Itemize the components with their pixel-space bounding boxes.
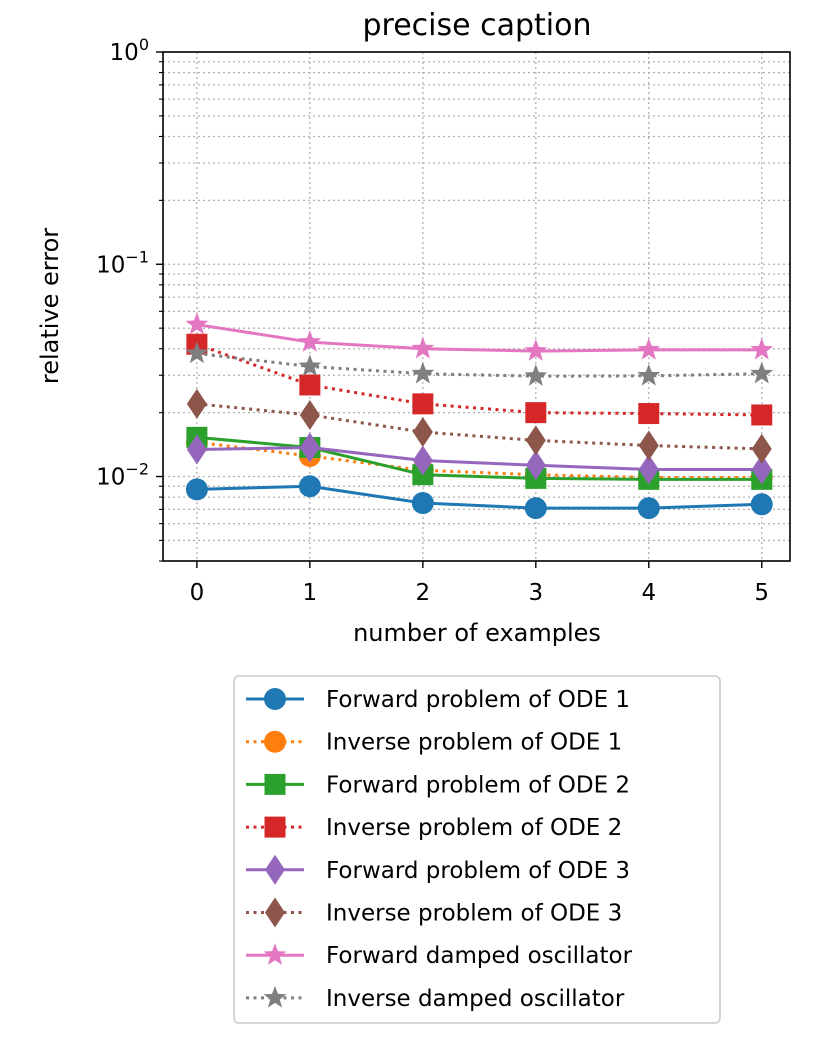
- series-6: [186, 388, 772, 464]
- data-point: [638, 454, 659, 485]
- series-7: [185, 312, 774, 361]
- legend-marker: [263, 985, 287, 1008]
- plot-frame: [162, 51, 791, 562]
- data-point: [525, 425, 546, 456]
- x-tick-label: 2: [416, 580, 431, 606]
- legend-label: Forward problem of ODE 3: [326, 858, 630, 884]
- data-point: [524, 364, 548, 386]
- x-tick-label: 5: [754, 580, 769, 606]
- data-point: [637, 363, 661, 386]
- data-point: [411, 492, 434, 515]
- legend-label: Forward damped oscillator: [326, 943, 633, 969]
- x-tick-label: 3: [528, 580, 543, 606]
- series-line: [196, 402, 762, 451]
- data-point: [750, 361, 774, 384]
- series-line: [196, 323, 762, 353]
- series-1: [185, 475, 773, 520]
- data-point: [525, 402, 547, 424]
- legend-item: Inverse problem of ODE 3: [246, 897, 622, 928]
- data-point: [411, 336, 435, 359]
- data-point: [299, 432, 320, 463]
- data-point: [524, 497, 547, 520]
- grid: [163, 51, 790, 562]
- data-point: [186, 388, 207, 419]
- series-line: [196, 440, 762, 479]
- axes: 0 1 2 3 4 5 100 10−1 10−2: [96, 35, 769, 606]
- series-line: [196, 446, 762, 471]
- data-point: [751, 433, 772, 464]
- legend-item: Forward damped oscillator: [246, 943, 633, 969]
- x-axis-label: number of examples: [353, 619, 601, 647]
- legend-marker: [264, 773, 286, 795]
- series-5: [186, 432, 772, 485]
- legend-marker: [265, 897, 285, 928]
- legend-marker: [263, 943, 287, 965]
- legend-label: Inverse problem of ODE 3: [326, 901, 622, 927]
- data-point: [411, 361, 435, 384]
- chart-title: precise caption: [362, 8, 591, 43]
- data-point: [299, 374, 321, 396]
- series-8: [185, 341, 774, 386]
- legend-item: Forward problem of ODE 2: [246, 772, 630, 798]
- series-4: [186, 333, 773, 426]
- legend-item: Inverse problem of ODE 1: [246, 730, 622, 756]
- data-point: [185, 312, 209, 335]
- legend-item: Forward problem of ODE 3: [246, 854, 630, 885]
- series-line: [196, 484, 762, 510]
- legend-marker: [264, 688, 286, 710]
- legend: Forward problem of ODE 1 Inverse problem …: [233, 675, 721, 1024]
- data-point: [751, 404, 773, 426]
- data-point: [412, 417, 433, 448]
- legend-marker: [265, 854, 285, 885]
- data-point: [638, 430, 659, 461]
- y-tick-label: 100: [110, 35, 149, 66]
- legend-label: Inverse problem of ODE 1: [326, 730, 622, 756]
- legend-item: Forward problem of ODE 1: [246, 687, 630, 713]
- legend-label: Forward problem of ODE 2: [326, 772, 630, 798]
- data-point: [750, 337, 774, 360]
- y-tick-label: 10−1: [96, 247, 149, 278]
- data-point: [412, 445, 433, 476]
- data-point: [637, 337, 661, 360]
- legend-label: Inverse problem of ODE 2: [326, 815, 622, 841]
- data-point: [412, 393, 434, 415]
- data-point: [298, 475, 321, 498]
- data-point: [525, 450, 546, 481]
- x-tick-label: 4: [641, 580, 656, 606]
- data-point: [750, 493, 773, 516]
- legend-marker: [264, 730, 286, 753]
- legend-label: Inverse damped oscillator: [326, 986, 625, 1012]
- series-line: [196, 351, 762, 378]
- data-point: [298, 354, 322, 377]
- series-layer: [185, 312, 774, 520]
- data-point: [185, 478, 208, 501]
- x-tick-label: 0: [190, 580, 205, 606]
- legend-frame: [233, 675, 721, 1024]
- series-3: [186, 426, 773, 490]
- series-line: [196, 342, 762, 417]
- legend-item: Inverse damped oscillator: [246, 985, 625, 1012]
- data-point: [524, 339, 548, 361]
- series-line: [196, 435, 762, 481]
- data-point: [638, 403, 660, 425]
- data-point: [751, 454, 772, 485]
- data-point: [299, 399, 320, 430]
- data-point: [637, 497, 660, 520]
- y-tick-label: 10−2: [96, 460, 149, 491]
- legend-label: Forward problem of ODE 1: [326, 687, 630, 713]
- y-axis-label: relative error: [36, 228, 64, 384]
- data-point: [185, 341, 209, 364]
- data-point: [298, 330, 322, 352]
- legend-item: Inverse problem of ODE 2: [246, 815, 622, 841]
- x-tick-label: 1: [303, 580, 318, 606]
- legend-marker: [264, 816, 286, 838]
- data-point: [186, 434, 207, 465]
